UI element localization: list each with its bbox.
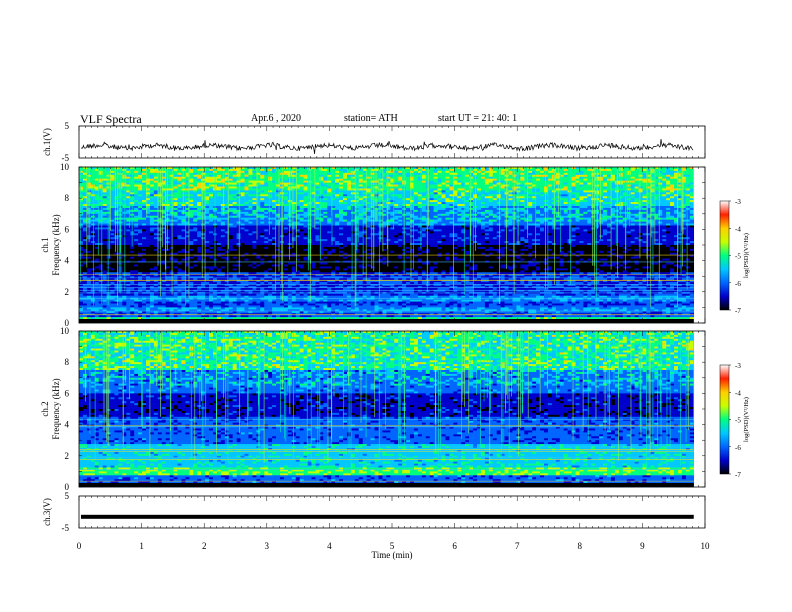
ch1-ytick-4: 4 bbox=[65, 256, 70, 266]
ch1-colorbar-tick--7: -7 bbox=[735, 307, 741, 315]
xtick-10: 10 bbox=[701, 541, 711, 551]
ch1-ytick-10: 10 bbox=[60, 162, 70, 172]
ch2-colorbar-tick--3: -3 bbox=[735, 362, 741, 370]
xtick-2: 2 bbox=[202, 541, 207, 551]
xtick-1: 1 bbox=[139, 541, 144, 551]
ch2-colorbar-tick--4: -4 bbox=[735, 389, 741, 397]
ch2-colorbar-tick--6: -6 bbox=[735, 444, 741, 452]
ch2-ylabel-channel: ch.2 bbox=[40, 401, 50, 416]
xtick-0: 0 bbox=[77, 541, 82, 551]
ch1-colorbar-tick--5: -5 bbox=[735, 253, 741, 261]
xtick-4: 4 bbox=[327, 541, 332, 551]
xtick-6: 6 bbox=[452, 541, 457, 551]
ch1-trace-line bbox=[81, 139, 693, 154]
ch1-ylabel-frequency: Frequency (kHz) bbox=[51, 214, 61, 275]
ch2-ytick-8: 8 bbox=[65, 357, 70, 367]
ch1-colorbar-label: log(PSD)(V²/Hz) bbox=[743, 233, 750, 278]
ch1-colorbar bbox=[720, 201, 729, 310]
ch1-colorbar-tick--6: -6 bbox=[735, 280, 741, 288]
xtick-8: 8 bbox=[578, 541, 583, 551]
x-axis-label: Time (min) bbox=[372, 550, 413, 560]
ch1-colorbar-tick--3: -3 bbox=[735, 198, 741, 206]
ch2-ytick-6: 6 bbox=[65, 388, 70, 398]
ch2-colorbar-label: log(PSD)(V²/Hz) bbox=[743, 397, 750, 442]
ch3-ylabel: ch.3(V) bbox=[42, 498, 52, 526]
ch1-ytick-2: 2 bbox=[65, 287, 70, 297]
ch1-ylabel-channel: ch.1 bbox=[40, 237, 50, 252]
ch1-ytick-top: 5 bbox=[65, 121, 70, 131]
ch1-ytick-8: 8 bbox=[65, 193, 70, 203]
ch2-ytick-4: 4 bbox=[65, 420, 70, 430]
xtick-7: 7 bbox=[515, 541, 520, 551]
ch1-ylabel: ch.1(V) bbox=[42, 128, 52, 156]
ch2-ylabel-frequency: Frequency (kHz) bbox=[51, 378, 61, 439]
ch3-trace-line bbox=[81, 515, 694, 519]
xtick-3: 3 bbox=[265, 541, 270, 551]
xtick-9: 9 bbox=[640, 541, 645, 551]
ch2-ytick-2: 2 bbox=[65, 451, 70, 461]
ch2-colorbar-tick--7: -7 bbox=[735, 471, 741, 479]
ch1-spectrogram bbox=[79, 167, 694, 323]
ch2-ytick-10: 10 bbox=[60, 326, 70, 336]
ch1-ytick-6: 6 bbox=[65, 224, 70, 234]
ch3-ytick-bottom: -5 bbox=[62, 523, 70, 533]
ch2-spectrogram bbox=[79, 331, 694, 487]
ch2-colorbar-tick--5: -5 bbox=[735, 417, 741, 425]
ch3-ytick-top: 5 bbox=[65, 491, 70, 501]
ch1-colorbar-tick--4: -4 bbox=[735, 225, 741, 233]
ch2-colorbar bbox=[720, 365, 729, 474]
